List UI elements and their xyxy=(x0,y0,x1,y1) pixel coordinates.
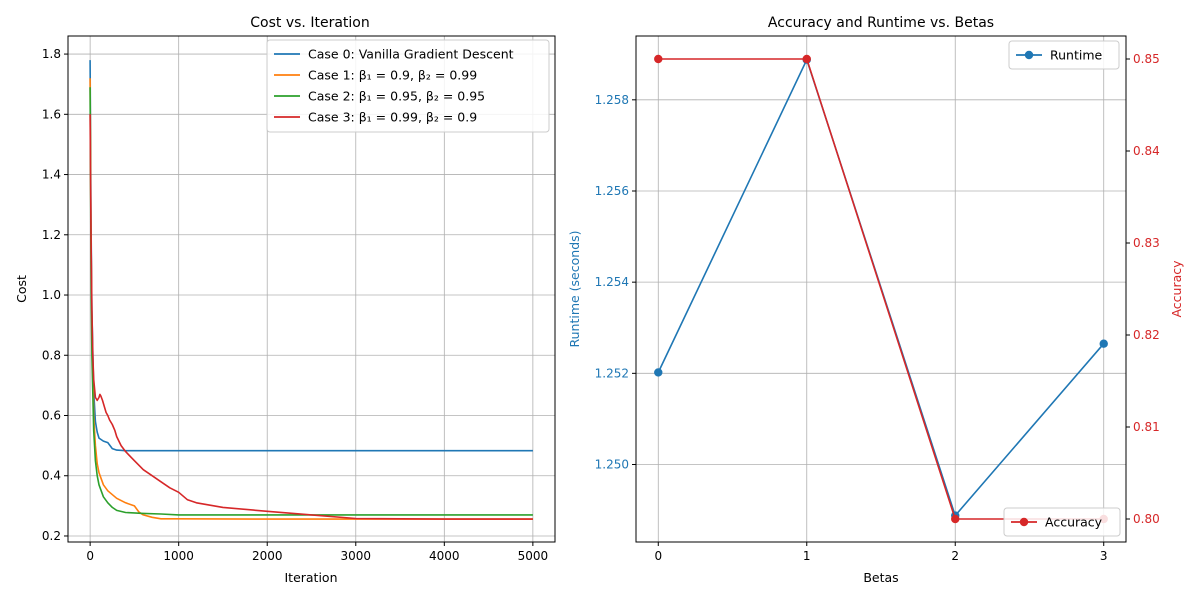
runtime-legend: Runtime xyxy=(1008,40,1120,70)
runtime-y-tick-label: 1.258 xyxy=(595,93,629,107)
accuracy-legend: Accuracy xyxy=(1003,507,1121,537)
cost-y-tick-label: 1.6 xyxy=(42,107,61,121)
runtime-point xyxy=(654,368,663,377)
cost-y-tick-label: 1.8 xyxy=(42,47,61,61)
accuracy-y-tick-label: 0.82 xyxy=(1133,328,1160,342)
cost-y-tick-label: 0.8 xyxy=(42,348,61,362)
cost-x-tick-label: 4000 xyxy=(429,549,460,563)
accuracy-runtime-chart-xlabel: Betas xyxy=(863,570,898,585)
accuracy-y-tick-label: 0.80 xyxy=(1133,512,1160,526)
accuracy-point xyxy=(802,54,811,64)
runtime-legend-box xyxy=(1008,40,1120,70)
betas-x-tick-label: 0 xyxy=(654,549,662,563)
accuracy-point xyxy=(951,514,960,524)
cost-chart-frame xyxy=(67,35,556,543)
accuracy-legend-label: Accuracy xyxy=(1045,515,1103,530)
cost-x-tick-label: 3000 xyxy=(340,549,371,563)
accuracy-y-tick-label: 0.81 xyxy=(1133,420,1160,434)
accuracy-y-tick-label: 0.84 xyxy=(1133,144,1160,158)
cost-series-line-case-3 xyxy=(89,114,533,520)
cost-y-tick-label: 0.6 xyxy=(42,409,61,423)
cost-legend-box xyxy=(266,39,550,133)
runtime-y-tick-label: 1.250 xyxy=(595,458,629,472)
runtime-point xyxy=(1099,339,1108,348)
accuracy-runtime-chart: Accuracy and Runtime vs. Betas 0 1 2 3 1.250… xyxy=(567,15,1184,585)
cost-legend-label: Case 1: β₁ = 0.9, β₂ = 0.99 xyxy=(308,68,477,83)
cost-y-tick-label: 0.4 xyxy=(42,469,61,483)
cost-chart: Cost vs. Iteration 0 1000 2000 3000 4000 5000… xyxy=(14,15,556,585)
accuracy-point xyxy=(654,54,663,64)
cost-legend-label: Case 0: Vanilla Gradient Descent xyxy=(308,47,514,62)
cost-x-tick-label: 5000 xyxy=(518,549,549,563)
cost-legend-label: Case 3: β₁ = 0.99, β₂ = 0.9 xyxy=(308,110,477,125)
runtime-legend-label: Runtime xyxy=(1050,48,1103,63)
cost-series-line-case-2 xyxy=(89,87,533,516)
cost-legend-label: Case 2: β₁ = 0.95, β₂ = 0.95 xyxy=(308,89,485,104)
cost-y-tick-label: 0.2 xyxy=(42,529,61,543)
accuracy-line xyxy=(658,58,1104,520)
betas-x-tick-label: 2 xyxy=(951,549,959,563)
runtime-y-tick-label: 1.252 xyxy=(595,366,629,380)
accuracy-y-tick-label: 0.83 xyxy=(1133,236,1160,250)
accuracy-runtime-chart-title: Accuracy and Runtime vs. Betas xyxy=(768,15,994,31)
cost-chart-series xyxy=(89,60,533,520)
cost-chart-title: Cost vs. Iteration xyxy=(250,15,369,31)
cost-y-tick-label: 1.4 xyxy=(42,168,61,182)
accuracy-runtime-chart-ticks: 0 1 2 3 1.250 1.252 1.254 1.256 1.258 0.80 0.81 0.8… xyxy=(595,52,1160,563)
cost-x-tick-label: 0 xyxy=(86,549,94,563)
runtime-y-tick-label: 1.256 xyxy=(595,184,629,198)
runtime-legend-marker xyxy=(1024,50,1034,60)
cost-chart-ylabel: Cost xyxy=(14,275,29,303)
accuracy-runtime-chart-series xyxy=(654,54,1108,524)
runtime-axis-label: Runtime (seconds) xyxy=(567,230,582,347)
cost-chart-legend: Case 0: Vanilla Gradient Descent Case 1: … xyxy=(266,39,550,133)
betas-x-tick-label: 3 xyxy=(1100,549,1108,563)
cost-y-tick-label: 1.0 xyxy=(42,288,61,302)
cost-x-tick-label: 1000 xyxy=(163,549,194,563)
cost-chart-xlabel: Iteration xyxy=(284,570,337,585)
accuracy-runtime-chart-frame xyxy=(635,35,1127,543)
cost-x-tick-label: 2000 xyxy=(252,549,283,563)
accuracy-runtime-chart-grid xyxy=(636,36,1126,542)
cost-series-line-case-1 xyxy=(89,78,533,520)
accuracy-y-tick-label: 0.85 xyxy=(1133,52,1160,66)
betas-x-tick-label: 1 xyxy=(803,549,811,563)
accuracy-legend-box xyxy=(1003,507,1121,537)
cost-chart-ticks: 0 1000 2000 3000 4000 5000 0.2 0.4 0.6 0.8 1.0 1.2 1… xyxy=(42,47,548,563)
accuracy-axis-label: Accuracy xyxy=(1169,260,1184,318)
runtime-y-tick-label: 1.254 xyxy=(595,275,629,289)
cost-y-tick-label: 1.2 xyxy=(42,228,61,242)
accuracy-legend-marker xyxy=(1019,517,1029,527)
